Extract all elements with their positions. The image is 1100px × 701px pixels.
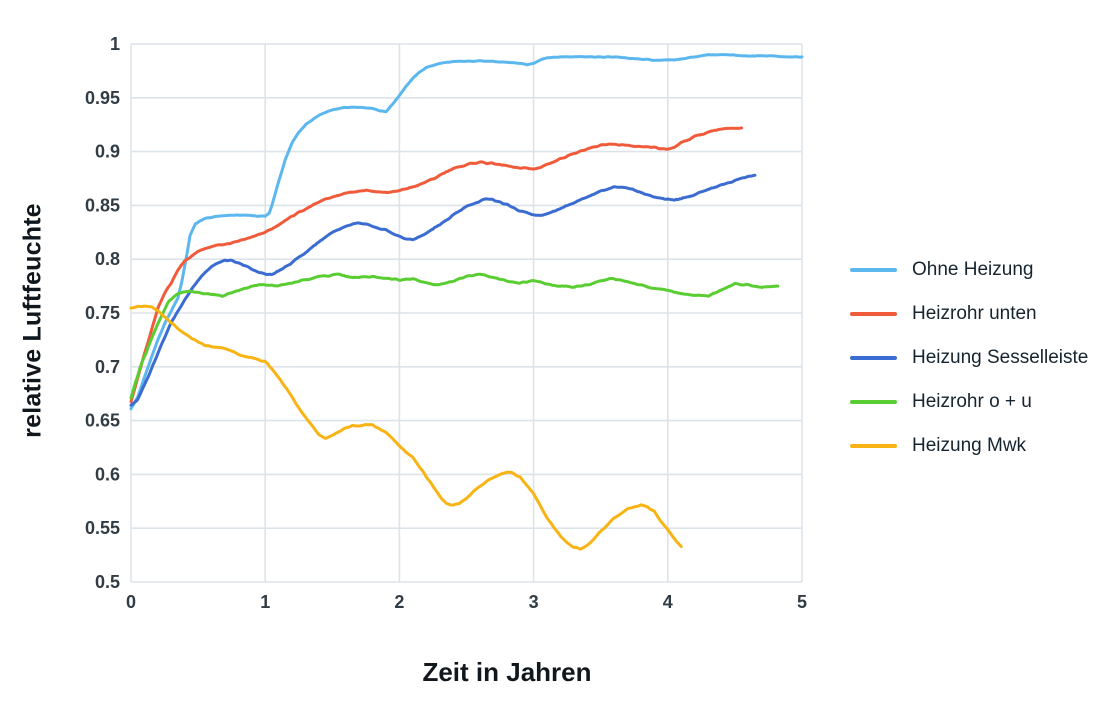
legend-line-swatch: [850, 312, 897, 316]
series-line-2: [129, 126, 744, 404]
y-tick-label: 0.9: [95, 142, 120, 162]
series-line-1: [129, 53, 804, 411]
y-tick-label: 0.5: [95, 572, 120, 592]
legend-label: Ohne Heizung: [912, 259, 1034, 280]
legend-line-swatch: [850, 400, 897, 404]
y-tick-label: 0.75: [85, 303, 120, 323]
y-tick-label: 1: [110, 34, 120, 54]
x-tick-label: 5: [797, 592, 807, 612]
line-chart: 0.5 0.55 0.6 0.65 0.7 0.75 0.8 0.85 0.9 0.95 1 0 1 2 3…: [85, 34, 807, 612]
y-tick-label: 0.7: [95, 357, 120, 377]
series-line-3: [129, 173, 757, 407]
legend-label: Heizung Sesselleiste: [912, 347, 1089, 368]
legend-line-swatch: [850, 268, 897, 272]
x-tick-label: 1: [260, 592, 270, 612]
y-axis-title: relative Luftfeuchte: [18, 203, 47, 438]
y-tick-label: 0.65: [85, 411, 120, 431]
legend-item: Ohne Heizung: [850, 258, 1033, 282]
y-tick-label: 0.6: [95, 464, 120, 484]
x-tick-label: 4: [663, 592, 673, 612]
x-tick-label: 2: [394, 592, 404, 612]
legend-item: Heizung Sesselleiste: [850, 346, 1088, 370]
legend-line-swatch: [850, 356, 897, 360]
x-axis-title: Zeit in Jahren: [422, 657, 592, 687]
x-tick-label: 3: [529, 592, 539, 612]
legend-item: Heizung Mwk: [850, 434, 1026, 458]
series-line-5: [129, 304, 683, 551]
x-tick-label: 0: [126, 592, 136, 612]
legend-label: Heizrohr unten: [912, 303, 1037, 324]
y-tick-label: 0.95: [85, 88, 120, 108]
legend-line-swatch: [850, 444, 897, 448]
y-tick-label: 0.8: [95, 249, 120, 269]
legend-label: Heizung Mwk: [912, 435, 1027, 456]
y-tick-label: 0.85: [85, 195, 120, 215]
legend-item: Heizrohr unten: [850, 302, 1037, 326]
series-line-4: [129, 272, 780, 400]
legend-label: Heizrohr o + u: [912, 391, 1032, 412]
y-tick-label: 0.55: [85, 518, 120, 538]
legend-item: Heizrohr o + u: [850, 390, 1032, 414]
